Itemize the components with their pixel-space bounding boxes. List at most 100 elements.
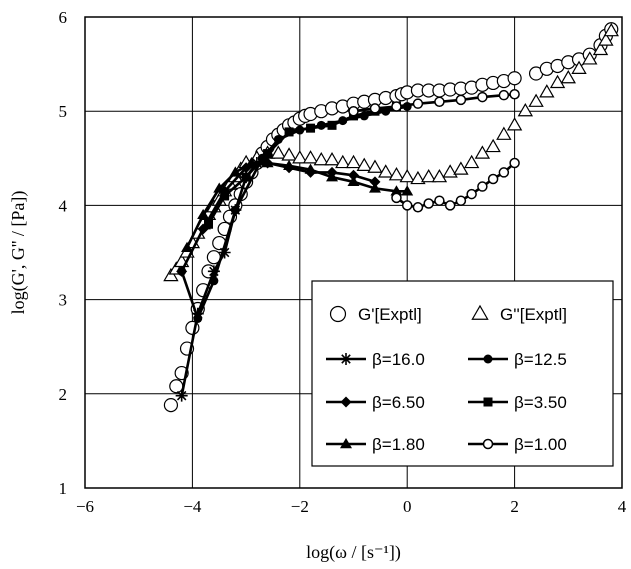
series-line (207, 105, 397, 225)
data-point (313, 151, 329, 166)
data-point (506, 117, 523, 131)
data-point (347, 175, 360, 187)
data-point (399, 168, 415, 183)
legend-label: β=16.0 (372, 350, 425, 369)
data-point (207, 265, 220, 278)
data-point (423, 198, 434, 209)
data-point (453, 161, 469, 175)
data-point (477, 181, 488, 192)
data-point (560, 70, 576, 84)
data-point (197, 208, 210, 220)
data-point (326, 171, 339, 182)
data-point (348, 105, 359, 117)
data-point (455, 94, 467, 106)
data-point (163, 267, 179, 282)
data-point (306, 123, 316, 133)
legend-label: β=3.50 (514, 393, 567, 412)
data-point (509, 157, 520, 169)
data-point (412, 98, 424, 109)
data-point (474, 145, 491, 159)
legend-item: β=3.50 (468, 393, 567, 412)
data-point (230, 205, 240, 215)
data-point (390, 185, 403, 196)
series-layer (163, 22, 619, 413)
y-tick-label: 5 (59, 102, 68, 121)
data-point (391, 101, 402, 112)
data-point (509, 88, 520, 100)
series-open-circle-line (348, 88, 520, 117)
data-point (485, 138, 501, 153)
data-point (213, 182, 226, 193)
data-point (391, 192, 402, 204)
data-point (209, 276, 219, 286)
x-axis-label: log(ω / [s⁻¹]) (306, 542, 401, 563)
tick-labels: −6 −4 −2 0 2 4 1 2 3 4 5 6 (59, 8, 627, 516)
data-point (420, 168, 437, 183)
data-point (463, 154, 480, 169)
data-point (401, 200, 413, 211)
legend-marker (340, 438, 352, 449)
legend-label: β=1.80 (372, 435, 425, 454)
y-tick-label: 2 (59, 385, 68, 404)
series-open-circle-line (391, 157, 520, 213)
data-point (218, 246, 231, 259)
data-point (498, 89, 510, 101)
data-point (466, 188, 477, 200)
data-point (304, 163, 317, 174)
data-point (369, 176, 381, 188)
data-point (261, 157, 274, 168)
data-point (549, 74, 566, 89)
legend-box (311, 280, 614, 467)
data-point (444, 200, 456, 211)
data-point (324, 151, 340, 166)
data-point (281, 147, 297, 161)
y-tick-label: 6 (59, 8, 68, 27)
legend-item: G''[Exptl] (471, 304, 567, 324)
legend-label: G'[Exptl] (358, 305, 422, 324)
data-point (498, 167, 510, 178)
legend-item: β=1.80 (326, 435, 425, 454)
data-point (345, 154, 362, 169)
series-filled-triangle (181, 157, 414, 252)
legend-marker (483, 397, 493, 407)
plot-frame (84, 16, 623, 489)
data-point (571, 60, 587, 74)
data-point (284, 127, 294, 137)
legend-marker (483, 354, 493, 364)
data-point (369, 103, 381, 114)
data-point (582, 51, 598, 65)
y-tick-label: 1 (59, 479, 68, 498)
data-point (442, 164, 458, 178)
y-tick-label: 4 (59, 196, 68, 215)
data-point (220, 191, 230, 201)
x-tick-label: 0 (403, 497, 412, 516)
legend-label: β=6.50 (372, 393, 425, 412)
data-point (528, 93, 544, 107)
data-point (292, 150, 308, 164)
legend-label: β=12.5 (514, 350, 567, 369)
data-point (169, 379, 184, 394)
legend-marker (329, 305, 347, 323)
data-point (229, 166, 242, 177)
data-point (603, 22, 619, 37)
data-point (455, 195, 467, 206)
data-point (335, 154, 351, 169)
x-tick-label: −2 (291, 497, 309, 516)
data-point (191, 307, 204, 320)
data-point (270, 145, 287, 159)
legend-item: G'[Exptl] (329, 305, 422, 324)
data-point (410, 170, 426, 185)
data-point (367, 159, 383, 173)
data-point (507, 71, 522, 86)
legend-label: G''[Exptl] (500, 305, 567, 324)
y-tick-label: 3 (59, 291, 68, 310)
data-point (175, 389, 188, 402)
data-point (496, 126, 512, 140)
data-point (388, 167, 405, 181)
data-point (412, 202, 424, 213)
x-tick-label: 4 (618, 497, 627, 516)
x-tick-label: −6 (76, 497, 94, 516)
data-point (163, 398, 179, 413)
legend-label: β=1.00 (514, 435, 567, 454)
data-point (283, 159, 296, 171)
